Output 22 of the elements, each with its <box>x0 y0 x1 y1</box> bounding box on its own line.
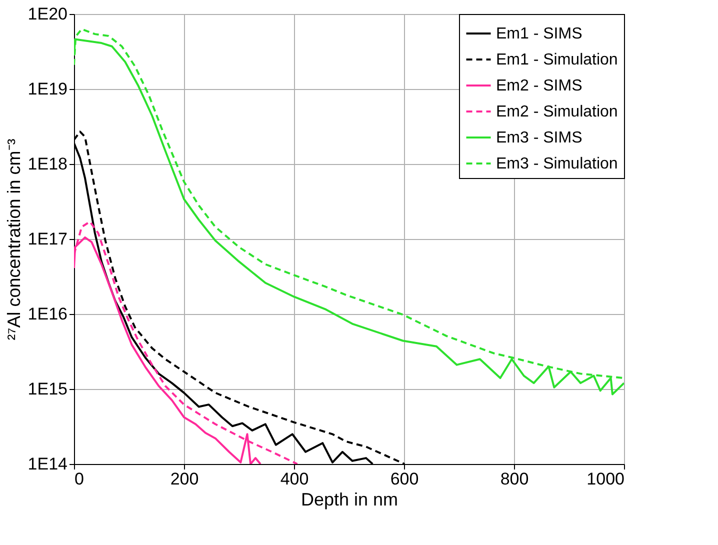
y-axis-title: ²⁷Al concentration in cm⁻³ <box>4 138 24 340</box>
legend-label: Em3 - Simulation <box>496 156 618 172</box>
legend-label: Em2 - Simulation <box>496 104 618 120</box>
legend-label: Em1 - Simulation <box>496 52 618 68</box>
x-tick-label: 400 <box>280 470 309 488</box>
y-tick-label: 1E17 <box>28 230 68 248</box>
y-tick-label: 1E18 <box>28 154 68 174</box>
line-series <box>74 220 298 464</box>
x-axis-title: Depth in nm <box>300 490 398 510</box>
x-tick-label: 1000 <box>586 470 624 488</box>
x-tick-label: 600 <box>390 470 419 488</box>
y-tick-label: 1E20 <box>28 4 68 24</box>
y-tick-label: 1E19 <box>28 80 68 98</box>
y-tick-label: 1E14 <box>28 454 68 474</box>
legend-label: Em2 - SIMS <box>496 78 582 94</box>
legend-label: Em3 - SIMS <box>496 130 582 146</box>
y-tick-label: 1E15 <box>28 380 68 398</box>
x-tick-label: 0 <box>74 470 84 488</box>
x-tick-label: 800 <box>500 470 529 488</box>
y-tick-label: 1E16 <box>28 304 68 324</box>
x-tick-label: 200 <box>170 470 199 488</box>
legend-label: Em1 - SIMS <box>496 26 582 42</box>
